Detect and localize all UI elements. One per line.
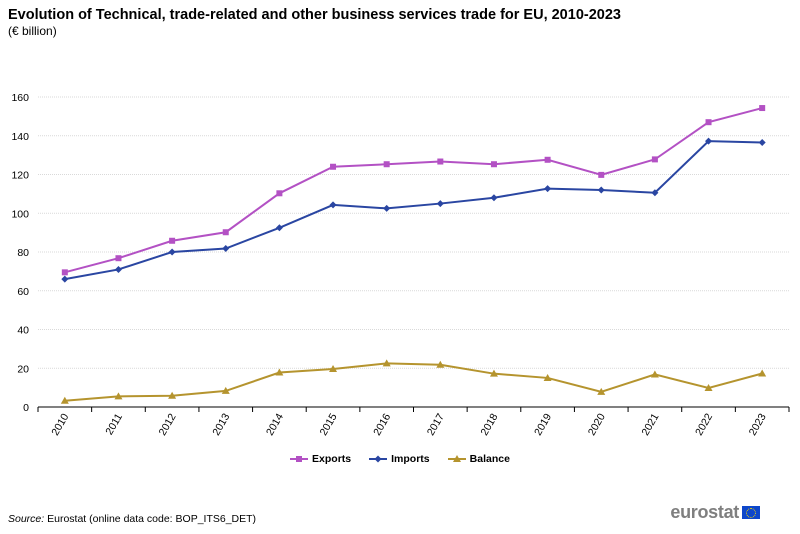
legend-item-balance: Balance	[447, 453, 510, 465]
x-tick-label: 2011	[103, 411, 125, 437]
imports-point	[597, 186, 605, 194]
imports-point	[329, 201, 337, 209]
y-tick-label: 80	[17, 247, 29, 259]
legend-swatch-imports	[369, 455, 388, 463]
imports-point	[705, 137, 713, 145]
x-tick-label: 2019	[532, 411, 554, 437]
balance-point	[114, 392, 123, 400]
balance-point	[489, 369, 498, 377]
y-tick-label: 140	[11, 131, 29, 143]
y-tick-label: 40	[17, 325, 29, 337]
y-tick-label: 120	[11, 170, 29, 182]
imports-point	[436, 200, 444, 208]
y-tick-label: 0	[23, 402, 29, 414]
exports-line	[64, 107, 763, 274]
legend-label-balance: Balance	[469, 453, 510, 465]
imports-line	[64, 140, 763, 281]
x-tick-label: 2015	[318, 411, 340, 437]
imports-point	[168, 248, 176, 256]
exports-point	[276, 190, 283, 197]
balance-line	[64, 362, 763, 402]
balance-point	[275, 368, 284, 376]
y-tick-label: 160	[11, 92, 29, 104]
imports-point	[222, 245, 230, 253]
balance-point	[704, 384, 713, 392]
imports-point	[61, 275, 69, 283]
exports-point	[759, 105, 766, 112]
legend-label-exports: Exports	[312, 453, 352, 465]
imports-point	[114, 265, 122, 273]
imports-point	[275, 224, 283, 232]
imports-point	[490, 194, 498, 202]
balance-point	[650, 370, 659, 378]
y-tick-label: 20	[17, 363, 29, 375]
x-tick-label: 2012	[157, 411, 179, 437]
legend-swatch-exports	[290, 456, 309, 462]
imports-point	[383, 204, 391, 212]
y-tick-label: 60	[17, 286, 29, 298]
x-tick-label: 2014	[264, 411, 286, 437]
exports-point	[705, 119, 712, 126]
exports-point	[437, 158, 444, 165]
exports-point	[222, 229, 229, 236]
x-tick-label: 2013	[210, 411, 232, 437]
balance-point	[436, 360, 445, 368]
exports-point	[61, 269, 68, 276]
legend-item-imports: Imports	[369, 453, 430, 465]
balance-point	[543, 373, 552, 381]
balance-point	[168, 391, 177, 399]
x-tick-label: 2018	[478, 411, 500, 437]
logo-text: eurostat	[670, 502, 739, 522]
legend-swatch-balance	[447, 455, 466, 462]
balance-point	[221, 386, 230, 394]
x-tick-label: 2021	[639, 411, 661, 437]
x-tick-label: 2020	[586, 411, 608, 437]
legend-label-imports: Imports	[391, 453, 430, 465]
x-tick-label: 2017	[425, 411, 447, 437]
legend-item-exports: Exports	[290, 453, 351, 465]
source-text: Eurostat (online data code: BOP_ITS6_DET…	[44, 513, 257, 525]
source-note: Source: Eurostat (online data code: BOP_…	[8, 513, 256, 525]
chart-subtitle: (€ billion)	[8, 24, 57, 38]
balance-point	[758, 369, 767, 377]
x-tick-label: 2010	[49, 411, 71, 437]
y-tick-label: 100	[11, 208, 29, 220]
exports-point	[330, 163, 337, 170]
exports-point	[115, 255, 122, 262]
chart-legend: Exports Imports Balance	[0, 453, 800, 465]
balance-point	[597, 387, 606, 395]
exports-point	[169, 237, 176, 244]
chart-title: Evolution of Technical, trade-related an…	[8, 7, 621, 23]
balance-point	[329, 365, 338, 373]
x-tick-label: 2022	[693, 411, 715, 437]
exports-point	[651, 156, 658, 163]
eurostat-logo: eurostat	[670, 502, 760, 523]
balance-point	[60, 396, 69, 404]
eu-flag-icon	[742, 506, 760, 519]
exports-point	[544, 156, 551, 163]
x-tick-label: 2016	[371, 411, 393, 437]
imports-point	[544, 185, 552, 193]
exports-point	[383, 161, 390, 168]
x-tick-label: 2023	[747, 411, 769, 437]
imports-point	[651, 189, 659, 197]
exports-point	[490, 161, 497, 168]
imports-point	[758, 139, 766, 147]
exports-point	[598, 171, 605, 178]
balance-point	[382, 359, 391, 367]
source-label: Source:	[8, 513, 45, 525]
